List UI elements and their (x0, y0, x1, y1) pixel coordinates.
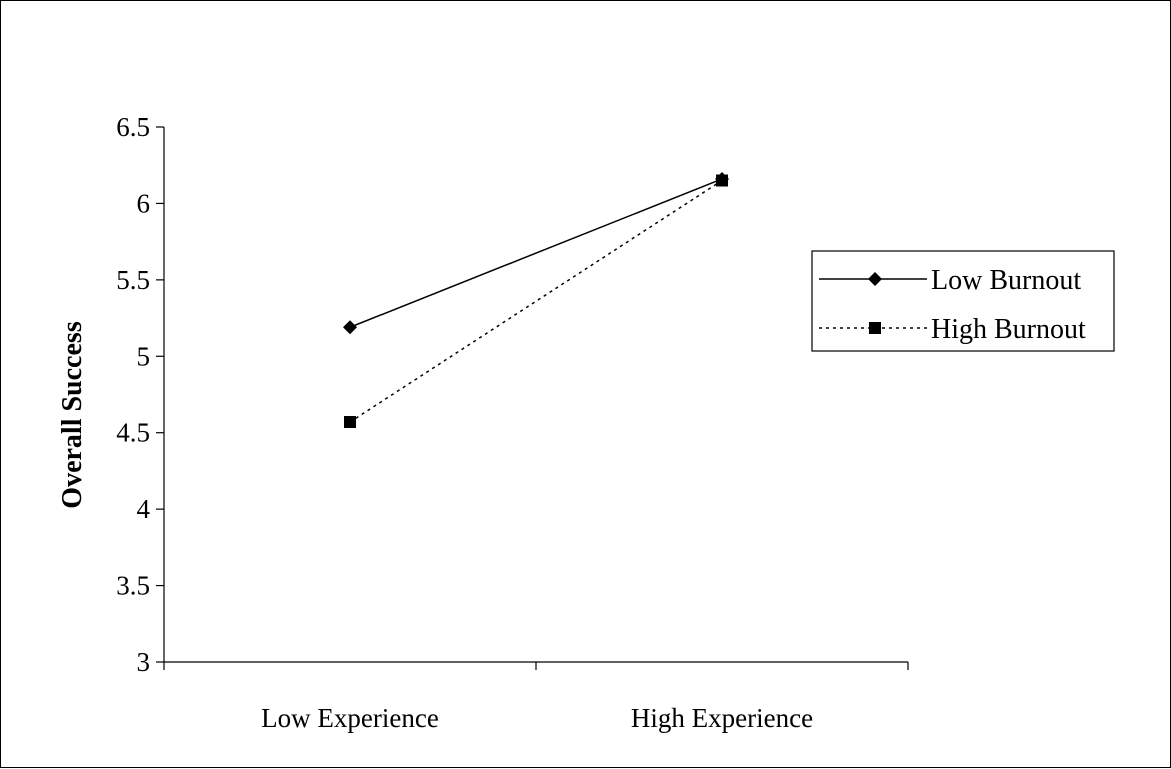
y-tick-label: 4.5 (116, 418, 150, 448)
legend-label: Low Burnout (931, 265, 1081, 296)
legend-item: High Burnout (819, 314, 1086, 345)
y-tick-label: 5 (137, 341, 151, 371)
legend-box (811, 250, 1115, 352)
y-tick-label: 4 (137, 494, 151, 524)
legend-label: High Burnout (931, 314, 1086, 345)
y-tick-label: 5.5 (116, 265, 150, 295)
series-high-burnout (344, 174, 728, 429)
y-tick-label: 6 (137, 188, 151, 218)
y-tick-label: 3 (137, 647, 151, 677)
y-ticks: 3 3.5 4 4.5 5 5.5 6 6.5 (116, 112, 164, 677)
series-line (349, 179, 723, 423)
square-marker (344, 416, 356, 429)
diamond-marker (343, 320, 357, 335)
series-line (349, 178, 723, 328)
legend-square-marker (869, 322, 881, 334)
x-tick-label: Low Experience (261, 703, 439, 733)
y-axis-title: Overall Success (57, 321, 88, 509)
series-layer (343, 171, 729, 429)
legend: Low Burnout High Burnout (811, 250, 1115, 352)
x-tick-label: High Experience (631, 703, 813, 733)
square-marker (716, 174, 728, 187)
y-tick-label: 6.5 (116, 112, 150, 142)
series-low-burnout (343, 171, 729, 335)
legend-item: Low Burnout (819, 265, 1081, 296)
legend-diamond-marker (868, 272, 882, 286)
y-tick-label: 3.5 (116, 571, 150, 601)
x-ticks: Low Experience High Experience (163, 662, 909, 733)
axes (163, 127, 908, 663)
